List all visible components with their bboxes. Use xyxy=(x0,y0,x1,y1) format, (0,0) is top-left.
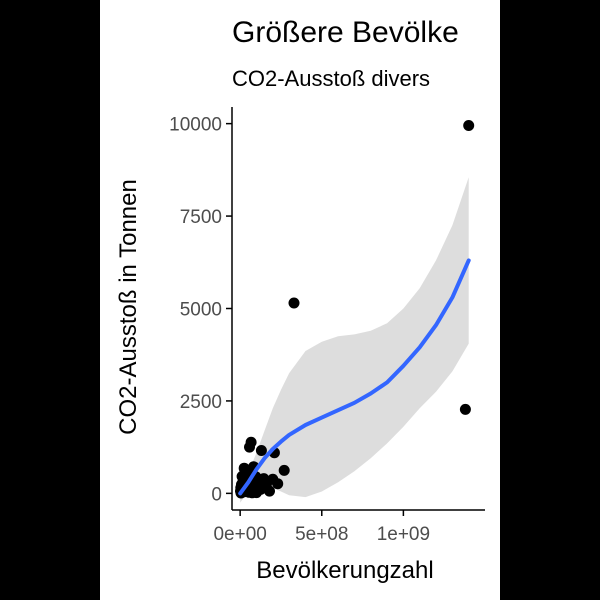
data-point xyxy=(272,478,284,490)
y-tick-label: 0 xyxy=(211,484,222,505)
smooth-line xyxy=(238,258,471,496)
confidence-band-layer xyxy=(240,177,469,503)
y-axis-ticks: 0 2500 5000 7500 10000 xyxy=(169,115,232,505)
data-point xyxy=(255,445,267,456)
data-point xyxy=(288,297,300,309)
data-point xyxy=(264,485,275,497)
chart-panel: Größere Bevölke CO2-Ausstoß divers 0 2500… xyxy=(100,0,500,600)
y-axis-label: CO2-Ausstoß in Tonnen xyxy=(115,179,142,435)
data-point xyxy=(459,403,471,415)
confidence-band xyxy=(240,177,469,503)
smooth-line-layer xyxy=(238,258,471,496)
data-point xyxy=(244,441,255,453)
x-tick-label: 5e+08 xyxy=(295,524,348,545)
y-tick-label: 5000 xyxy=(180,300,222,321)
data-point xyxy=(246,487,258,499)
x-tick-label: 0e+00 xyxy=(213,524,266,545)
data-point xyxy=(278,464,290,476)
data-point xyxy=(463,120,475,131)
x-tick-label: 1e+09 xyxy=(377,524,430,545)
y-tick-label: 10000 xyxy=(169,115,222,136)
chart-title: Größere Bevölke xyxy=(232,16,459,49)
y-tick-label: 7500 xyxy=(180,207,222,228)
y-tick-label: 2500 xyxy=(180,392,222,413)
chart-subtitle: CO2-Ausstoß divers xyxy=(232,66,430,91)
scatter-chart: Größere Bevölke CO2-Ausstoß divers 0 2500… xyxy=(115,16,485,584)
x-axis-label: Bevölkerungzahl xyxy=(256,557,433,584)
x-axis-ticks: 0e+00 5e+08 1e+09 xyxy=(213,510,430,545)
